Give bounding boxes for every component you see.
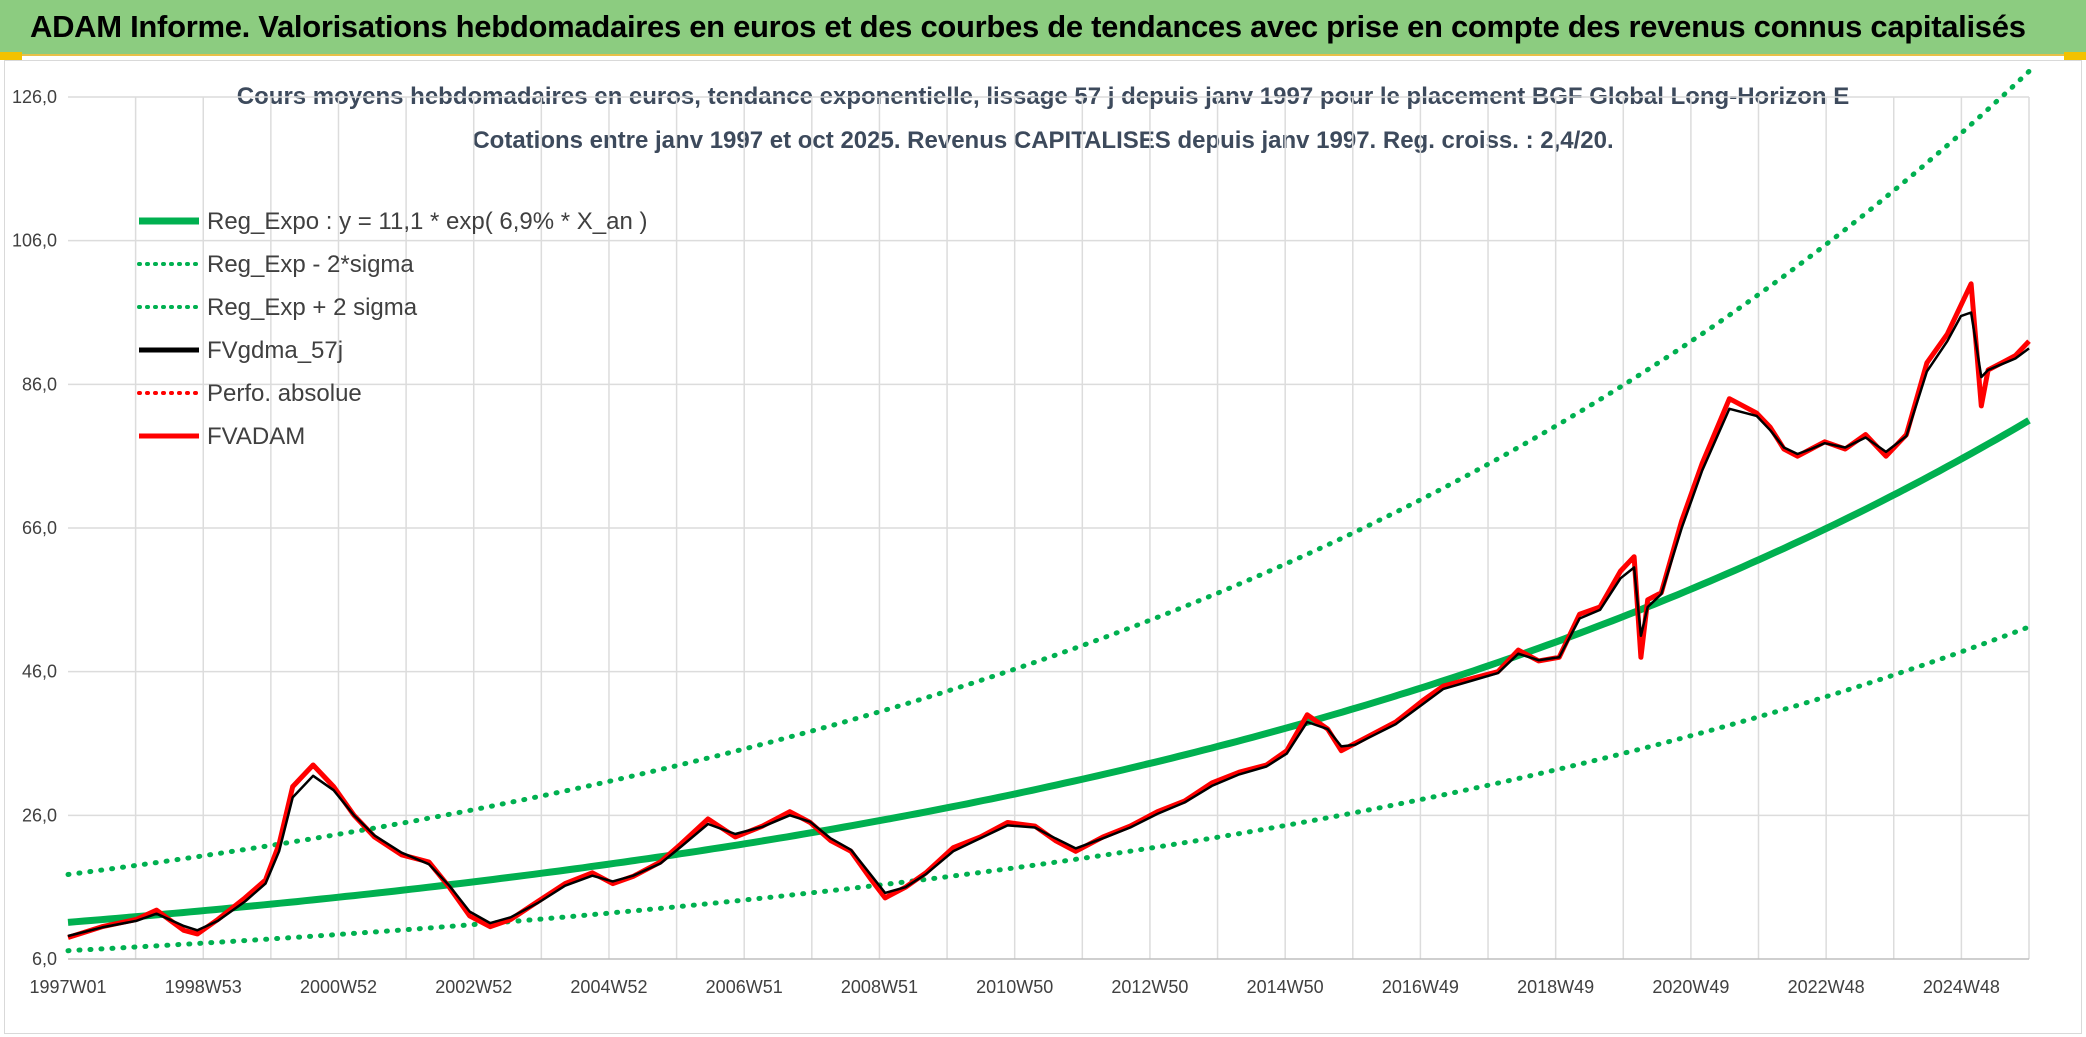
legend-label: Reg_Exp - 2*sigma [207,251,414,278]
banner-corner-left [0,52,22,60]
x-tick-label: 2014W50 [1247,977,1324,997]
fvgdma-57j-line [67,311,2030,938]
top-banner: ADAM Informe. Valorisations hebdomadaire… [0,0,2086,60]
x-tick-label: 2006W51 [706,977,783,997]
x-tick-label: 2002W52 [435,977,512,997]
y-tick-label: 106,0 [12,231,57,251]
legend-label: Reg_Exp + 2 sigma [207,294,418,321]
legend-label: FVgdma_57j [207,337,343,364]
legend-label: Perfo. absolue [207,380,362,407]
x-tick-label: 2018W49 [1517,977,1594,997]
y-tick-label: 66,0 [22,518,57,538]
y-tick-label: 46,0 [22,662,57,682]
legend: Reg_Expo : y = 11,1 * exp( 6,9% * X_an )… [137,208,647,450]
x-tick-label: 2024W48 [1923,977,2000,997]
report-title: ADAM Informe. Valorisations hebdomadaire… [30,9,2026,44]
chart: Cours moyens hebdomadaires en euros, ten… [12,68,2032,997]
x-tick-label: 2000W52 [300,977,377,997]
x-tick-label: 1997W01 [29,977,106,997]
fvadam-line [67,281,2031,940]
x-tick-label: 2022W48 [1788,977,1865,997]
reg-minus-2sigma-line [65,624,2032,954]
reg-plus-2sigma-line [65,68,2032,877]
y-tick-label: 6,0 [32,949,57,969]
x-tick-label: 2012W50 [1111,977,1188,997]
x-tick-label: 2016W49 [1382,977,1459,997]
x-tick-label: 2010W50 [976,977,1053,997]
reg-expo-line [67,417,2031,926]
chart-title-line-2: Cotations entre janv 1997 et oct 2025. R… [472,127,1613,154]
grid [68,96,2030,959]
y-tick-label: 86,0 [22,374,57,394]
banner-corner-right [2064,52,2086,60]
x-tick-label: 2008W51 [841,977,918,997]
y-tick-label: 126,0 [12,87,57,107]
series-layer [65,68,2032,954]
x-tick-label: 2004W52 [570,977,647,997]
x-tick-label: 2020W49 [1652,977,1729,997]
legend-label: Reg_Expo : y = 11,1 * exp( 6,9% * X_an ) [207,208,647,235]
axes: 6,0 26,0 46,0 66,0 86,0 106,0 126,0 1997W01 1998… [12,87,2029,997]
chart-frame: Cours moyens hebdomadaires en euros, ten… [4,60,2082,1034]
y-tick-label: 26,0 [22,805,57,825]
x-tick-label: 1998W53 [165,977,242,997]
legend-label: FVADAM [207,423,305,450]
